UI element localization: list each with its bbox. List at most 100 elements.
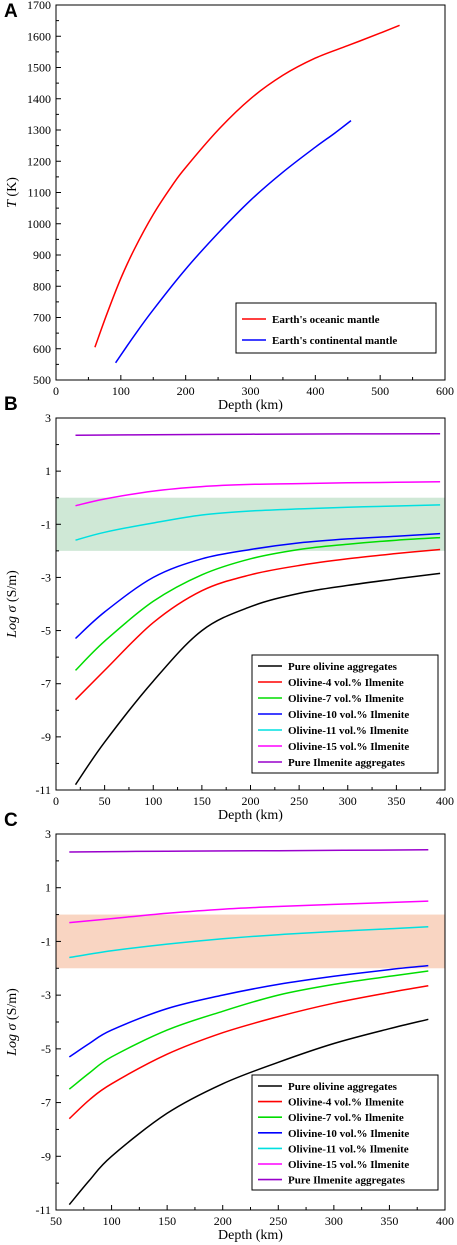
y-tick-label: 1300: [27, 123, 51, 137]
legend-label: Olivine-7 vol.% Ilmenite: [288, 1112, 404, 1124]
x-axis-label: Depth (km): [218, 808, 283, 823]
legend-label: Earth's continental mantle: [272, 335, 397, 347]
legend-label: Olivine-10 vol.% Ilmenite: [288, 1128, 409, 1140]
chart-panel-b: 0 50 100 150 200 250 300 350 400-11-9-7-5-3-113D…: [4, 394, 454, 823]
y-tick-label: 800: [33, 279, 51, 293]
legend-label: Pure Ilmenite aggregates: [288, 757, 406, 769]
y-tick-label: 3: [45, 411, 51, 425]
y-axis-label-unit: (S/m): [5, 988, 20, 1024]
y-tick-label: -9: [41, 730, 51, 744]
y-tick-label: -3: [41, 570, 51, 584]
x-tick-label: 400: [436, 1214, 454, 1228]
y-tick-label: -1: [41, 517, 51, 531]
legend-label: Olivine-4 vol.% Ilmenite: [288, 677, 404, 689]
y-tick-label: 500: [33, 373, 51, 387]
y-tick-label: 3: [45, 827, 51, 841]
y-axis-label-unit: (S/m): [5, 570, 20, 606]
panel-label: B: [4, 394, 18, 415]
series-line-5: [75, 481, 441, 507]
legend-label: Olivine-15 vol.% Ilmenite: [288, 741, 409, 753]
y-tick-label: 1600: [27, 29, 51, 43]
y-tick-label: 1700: [27, 0, 51, 12]
x-axis-label: Depth (km): [218, 398, 283, 413]
y-tick-label: -5: [41, 624, 51, 638]
legend: Pure olivine aggregates Olivine-4 vol.% I…: [251, 654, 439, 774]
y-axis-label: Log σ (S/m): [5, 988, 20, 1057]
legend-label: Olivine-10 vol.% Ilmenite: [288, 709, 409, 721]
shaded-band: [56, 914, 445, 969]
x-tick-label: 250: [290, 794, 308, 808]
x-tick-label: 200: [242, 794, 260, 808]
series-line-0: [68, 1018, 429, 1206]
y-tick-label: -7: [41, 1096, 51, 1110]
y-axis-label-symbol: Log σ: [5, 1023, 20, 1057]
x-tick-label: 0: [53, 384, 59, 398]
series-line-6: [69, 849, 429, 853]
x-tick-label: 50: [50, 1214, 62, 1228]
x-tick-label: 150: [158, 1214, 176, 1228]
x-tick-label: 300: [339, 794, 357, 808]
legend-label: Olivine-11 vol.% Ilmenite: [288, 1143, 409, 1155]
series-line-1: [74, 548, 441, 701]
y-axis-label: Log σ (S/m): [5, 570, 20, 639]
legend-box: [251, 654, 439, 774]
panel-label: A: [4, 1, 18, 22]
series-line-4: [69, 925, 429, 959]
series-line-1: [114, 120, 352, 364]
x-tick-label: 100: [103, 1214, 121, 1228]
y-axis-label-unit: (K): [5, 177, 20, 200]
legend-label: Olivine-11 vol.% Ilmenite: [288, 725, 409, 737]
legend-label: Pure olivine aggregates: [288, 1081, 398, 1093]
y-axis-label-symbol: Log σ: [5, 605, 20, 639]
chart-panel-c: 50 100 150 200 250 300 350 400-11-9-7-5-3-113De…: [4, 810, 454, 1243]
x-tick-label: 300: [242, 384, 260, 398]
x-tick-label: 0: [53, 794, 59, 808]
y-tick-label: 1: [45, 881, 51, 895]
y-tick-label: 1: [45, 464, 51, 478]
y-axis-label: T (K): [5, 177, 20, 208]
x-tick-label: 50: [99, 794, 111, 808]
x-tick-label: 100: [144, 794, 162, 808]
series-line-2: [68, 970, 429, 1090]
x-axis-label: Depth (km): [218, 1228, 283, 1243]
series-line-2: [74, 536, 441, 671]
x-tick-label: 350: [380, 1214, 398, 1228]
legend-label: Earth's oceanic mantle: [272, 314, 380, 326]
legend: Earth's oceanic mantle Earth's continenta…: [235, 302, 437, 354]
y-tick-label: -5: [41, 1042, 51, 1056]
y-tick-label: -7: [41, 677, 51, 691]
series-line-6: [75, 432, 441, 437]
y-tick-label: -11: [35, 1203, 51, 1217]
x-tick-label: 150: [193, 794, 211, 808]
x-tick-label: 250: [269, 1214, 287, 1228]
x-tick-label: 600: [436, 384, 454, 398]
y-axis-label-symbol: T: [5, 199, 20, 208]
series-line-5: [69, 900, 429, 924]
panel-label: C: [4, 810, 18, 831]
legend-label: Olivine-15 vol.% Ilmenite: [288, 1159, 409, 1171]
x-tick-label: 300: [325, 1214, 343, 1228]
x-tick-label: 400: [436, 794, 454, 808]
y-tick-label: 1400: [27, 92, 51, 106]
series-line-1: [68, 984, 429, 1120]
y-tick-label: 1000: [27, 217, 51, 231]
x-tick-label: 100: [112, 384, 130, 398]
x-tick-label: 200: [177, 384, 195, 398]
y-tick-label: -9: [41, 1149, 51, 1163]
x-tick-label: 400: [306, 384, 324, 398]
y-tick-label: -11: [35, 783, 51, 797]
y-tick-label: -1: [41, 934, 51, 948]
legend-box: [251, 1074, 439, 1191]
legend-label: Olivine-4 vol.% Ilmenite: [288, 1097, 404, 1109]
y-tick-label: 1100: [27, 186, 51, 200]
y-tick-label: -3: [41, 988, 51, 1002]
series-line-3: [68, 964, 429, 1058]
legend-label: Olivine-7 vol.% Ilmenite: [288, 693, 404, 705]
series-line-0: [94, 24, 400, 348]
y-tick-label: 700: [33, 311, 51, 325]
x-tick-label: 350: [387, 794, 405, 808]
series-line-0: [74, 572, 441, 786]
y-tick-label: 1500: [27, 61, 51, 75]
legend-label: Pure olivine aggregates: [288, 661, 398, 673]
